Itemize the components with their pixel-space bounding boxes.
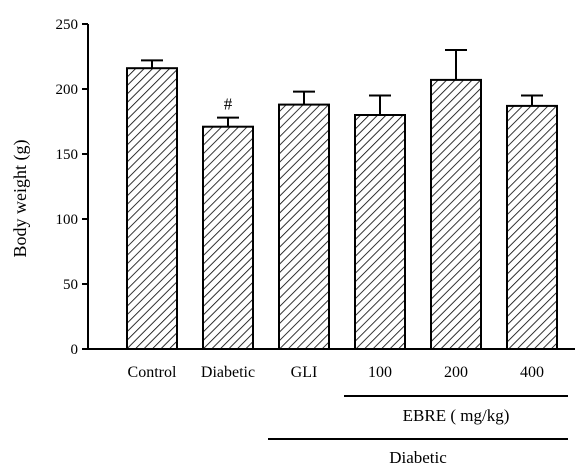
- x-tick-label: GLI: [291, 364, 318, 381]
- bar-100: [354, 114, 406, 350]
- y-tick-label: 250: [56, 17, 79, 33]
- group-label: Diabetic: [389, 448, 447, 465]
- bar-200: [430, 78, 482, 351]
- x-tick-label: Control: [128, 364, 177, 381]
- x-tick-label: 400: [520, 364, 544, 381]
- y-axis-title: Body weight (g): [10, 140, 31, 258]
- x-tick-label: 100: [368, 364, 392, 381]
- bar-diabetic: [202, 125, 254, 350]
- y-tick-label: 0: [71, 342, 79, 358]
- plot-area: 0 50 100 150 200 250 Body weight (g) Control Dia…: [10, 17, 575, 465]
- y-tick-label: 50: [63, 277, 78, 293]
- x-tick-label: Diabetic: [201, 364, 255, 381]
- bar-gli: [278, 103, 330, 350]
- y-tick-label: 100: [56, 212, 79, 228]
- group-label: EBRE ( mg/kg): [403, 406, 510, 425]
- bar-control: [126, 67, 178, 350]
- y-tick-label: 200: [56, 82, 79, 98]
- y-tick-label: 150: [56, 147, 79, 163]
- x-tick-label: 200: [444, 364, 468, 381]
- significance-marker: #: [224, 95, 233, 114]
- bar-400: [506, 104, 558, 351]
